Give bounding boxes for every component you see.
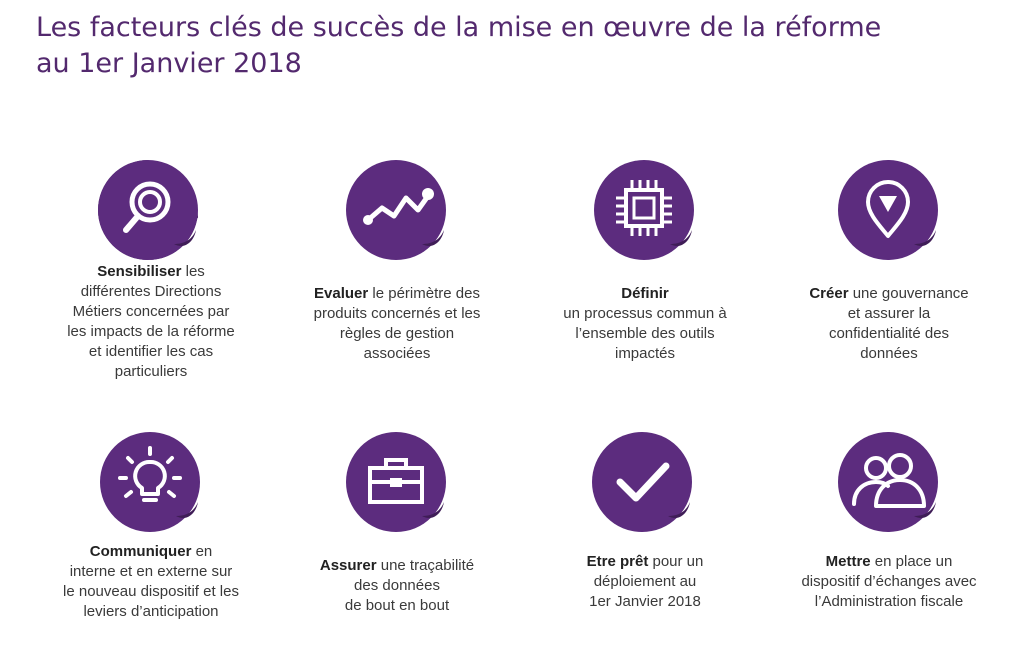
caption-keyword: Communiquer: [89, 543, 192, 560]
caption-line: déploiement au: [530, 572, 760, 592]
card-caption: Etre prêt pour un déploiement au 1er Janvi…: [530, 552, 760, 612]
caption-line: impactés: [530, 344, 760, 364]
caption-text: confidentialité des: [828, 325, 950, 342]
location-pin-icon: [836, 158, 940, 262]
caption-text: un processus commun à: [563, 305, 727, 322]
people-icon: [836, 430, 940, 534]
caption-line: Mettre en place un: [774, 552, 1004, 572]
caption-line: Définir: [530, 284, 760, 304]
caption-text: particuliers: [114, 363, 188, 380]
caption-line: l’Administration fiscale: [774, 592, 1004, 612]
card-caption: Communiquer en interne et en externe sur l…: [36, 542, 266, 622]
caption-text: données: [860, 345, 918, 362]
caption-line: et identifier les cas: [36, 342, 266, 362]
caption-text: les impacts de la réforme: [67, 323, 235, 340]
trend-line-icon: [344, 158, 448, 262]
caption-line: particuliers: [36, 362, 266, 382]
caption-text: des données: [354, 577, 440, 594]
caption-text: produits concernés et les: [313, 305, 481, 322]
card-caption: Créer une gouvernance et assurer la confid…: [774, 284, 1004, 364]
caption-keyword: Définir: [621, 285, 669, 302]
caption-text: différentes Directions: [80, 283, 222, 300]
caption-keyword: Evaluer: [314, 285, 369, 302]
caption-line: produits concernés et les: [282, 304, 512, 324]
caption-line: Assurer une traçabilité: [282, 556, 512, 576]
caption-line: et assurer la: [774, 304, 1004, 324]
caption-text: Métiers concernées par: [72, 303, 230, 320]
caption-text: l’ensemble des outils: [575, 325, 715, 342]
checkmark-icon: [590, 430, 694, 534]
caption-keyword: Assurer: [319, 557, 377, 574]
chip-icon: [592, 158, 696, 262]
caption-text: et assurer la: [847, 305, 931, 322]
caption-line: dispositif d’échanges avec: [774, 572, 1004, 592]
briefcase-icon: [344, 430, 448, 534]
caption-line: Métiers concernées par: [36, 302, 266, 322]
caption-line: différentes Directions: [36, 282, 266, 302]
caption-text: de bout en bout: [344, 597, 450, 614]
caption-text: pour un: [648, 553, 704, 570]
caption-text: l’Administration fiscale: [814, 593, 964, 610]
caption-line: des données: [282, 576, 512, 596]
caption-text: une gouvernance: [848, 285, 969, 302]
page-title-line-2: au 1er Janvier 2018: [36, 48, 302, 79]
caption-text: déploiement au: [593, 573, 697, 590]
page-title: Les facteurs clés de succès de la mise e…: [36, 10, 936, 82]
caption-keyword: Mettre: [825, 553, 871, 570]
caption-line: leviers d’anticipation: [36, 602, 266, 622]
caption-line: un processus commun à: [530, 304, 760, 324]
caption-line: règles de gestion: [282, 324, 512, 344]
caption-text: le nouveau dispositif et les: [63, 583, 239, 600]
caption-keyword: Sensibiliser: [97, 263, 182, 280]
caption-text: les: [181, 263, 205, 280]
caption-line: le nouveau dispositif et les: [36, 582, 266, 602]
caption-text: en: [191, 543, 213, 560]
caption-text: 1er Janvier 2018: [589, 593, 701, 610]
card-caption: Assurer une traçabilité des données de bou…: [282, 556, 512, 616]
caption-line: interne et en externe sur: [36, 562, 266, 582]
caption-line: l’ensemble des outils: [530, 324, 760, 344]
caption-line: Evaluer le périmètre des: [282, 284, 512, 304]
caption-line: Etre prêt pour un: [530, 552, 760, 572]
caption-text: impactés: [614, 345, 676, 362]
caption-text: une traçabilité: [376, 557, 475, 574]
caption-keyword: Etre prêt: [586, 553, 649, 570]
caption-text: en place un: [870, 553, 953, 570]
caption-line: 1er Janvier 2018: [530, 592, 760, 612]
caption-text: interne et en externe sur: [69, 563, 233, 580]
caption-text: dispositif d’échanges avec: [801, 573, 977, 590]
caption-text: leviers d’anticipation: [83, 603, 219, 620]
caption-text: le périmètre des: [368, 285, 480, 302]
caption-line: confidentialité des: [774, 324, 1004, 344]
caption-line: associées: [282, 344, 512, 364]
caption-text: associées: [363, 345, 431, 362]
caption-line: les impacts de la réforme: [36, 322, 266, 342]
card-caption: Sensibiliser les différentes Directions Mé…: [36, 262, 266, 382]
caption-line: Communiquer en: [36, 542, 266, 562]
lightbulb-icon: [98, 430, 202, 534]
caption-text: et identifier les cas: [88, 343, 214, 360]
caption-line: Créer une gouvernance: [774, 284, 1004, 304]
card-caption: Evaluer le périmètre des produits concern…: [282, 284, 512, 364]
caption-line: de bout en bout: [282, 596, 512, 616]
caption-line: données: [774, 344, 1004, 364]
caption-line: Sensibiliser les: [36, 262, 266, 282]
card-caption: Mettre en place un dispositif d’échanges …: [774, 552, 1004, 612]
magnifier-icon: [96, 158, 200, 262]
page-title-line-1: Les facteurs clés de succès de la mise e…: [36, 12, 882, 43]
caption-text: règles de gestion: [339, 325, 455, 342]
card-caption: Définir un processus commun à l’ensemble d…: [530, 284, 760, 364]
caption-keyword: Créer: [809, 285, 849, 302]
